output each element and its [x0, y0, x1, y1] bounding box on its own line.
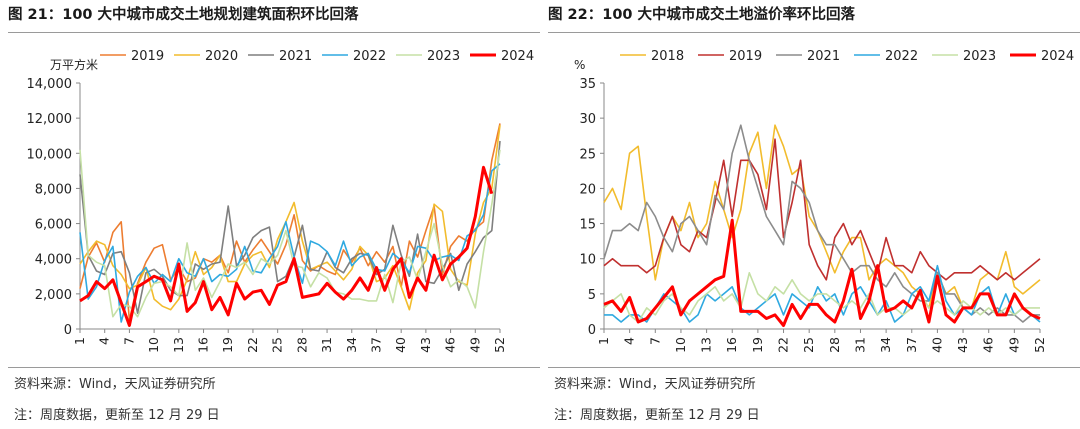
- legend-label-2019: 2019: [131, 49, 164, 64]
- x-tick-label: 40: [929, 337, 944, 353]
- x-tick-label: 1: [596, 337, 611, 345]
- figure-21-bottom-rule: [8, 367, 540, 368]
- figure-22-panel: 图 22：100 大中城市成交土地溢价率环比回落 % 0 5 10 15 20 25 30 35…: [548, 0, 1080, 429]
- figure-21-top-rule: [8, 32, 540, 33]
- x-tick-label: 22: [245, 337, 260, 353]
- figure-22-note: 注：周度数据，更新至 12 月 29 日: [554, 404, 760, 423]
- x-tick-label: 37: [904, 337, 919, 353]
- y-tick-label: 30: [579, 112, 596, 127]
- figure-22-bottom-rule: [548, 367, 1080, 368]
- x-tick-label: 34: [344, 337, 359, 353]
- y-tick-label: 10,000: [27, 147, 73, 162]
- legend-label-2021: 2021: [279, 49, 312, 64]
- x-tick-label: 49: [467, 337, 482, 353]
- figure-21-panel: 图 21：100 大中城市成交土地规划建筑面积环比回落 万平方米 0 2,000 4,…: [8, 0, 540, 429]
- x-tick-label: 28: [827, 337, 842, 353]
- y-tick-label: 0: [588, 323, 596, 338]
- x-tick-label: 46: [443, 337, 458, 353]
- x-tick-label: 13: [171, 337, 186, 353]
- y-tick-label: 2,000: [35, 288, 72, 303]
- y-axis-unit-label: %: [574, 58, 585, 72]
- legend-label-2022: 2022: [885, 49, 918, 64]
- x-tick-label: 52: [492, 337, 507, 353]
- x-tick-label: 4: [97, 337, 112, 345]
- x-tick-label: 13: [699, 337, 714, 353]
- x-tick-label: 22: [776, 337, 791, 353]
- y-tick-label: 5: [588, 288, 596, 303]
- y-tick-label: 15: [579, 218, 596, 233]
- x-tick-label: 46: [981, 337, 996, 353]
- figure-21-chart: 万平方米 0 2,000 4,000 6,000 8,000 10,000 12,000 14,…: [8, 35, 540, 363]
- legend-label-2018: 2018: [651, 49, 684, 64]
- legend-label-2024: 2024: [501, 49, 534, 64]
- figure-21-note: 注：周度数据，更新至 12 月 29 日: [14, 404, 220, 423]
- series-line-2022: [80, 164, 500, 322]
- y-tick-label: 8,000: [35, 182, 72, 197]
- x-tick-label: 40: [393, 337, 408, 353]
- x-tick-label: 31: [319, 337, 334, 353]
- y-tick-label: 35: [579, 77, 596, 92]
- x-tick-label: 25: [270, 337, 285, 353]
- x-tick-label: 25: [801, 337, 816, 353]
- legend-label-2020: 2020: [205, 49, 238, 64]
- figure-22-chart: % 0 5 10 15 20 25 30 35 1 4 7 10 13 16 19 22 25 28 31 34 37 40…: [548, 35, 1080, 363]
- legend-label-2021: 2021: [807, 49, 840, 64]
- figure-21-source: 资料来源：Wind，天风证券研究所: [14, 373, 216, 392]
- x-tick-label: 37: [368, 337, 383, 353]
- x-tick-label: 4: [622, 337, 637, 345]
- figure-22-title: 图 22：100 大中城市成交土地溢价率环比回落: [548, 0, 1080, 30]
- legend-label-2019: 2019: [729, 49, 762, 64]
- y-tick-label: 14,000: [27, 77, 73, 92]
- x-tick-label: 52: [1032, 337, 1047, 353]
- legend-label-2023: 2023: [427, 49, 460, 64]
- x-tick-label: 7: [121, 337, 136, 345]
- x-tick-label: 34: [878, 337, 893, 353]
- x-tick-label: 1: [72, 337, 87, 345]
- x-tick-label: 16: [724, 337, 739, 353]
- series-line-2018: [604, 125, 1040, 308]
- x-tick-label: 28: [294, 337, 309, 353]
- x-tick-label: 19: [750, 337, 765, 353]
- x-tick-label: 10: [673, 337, 688, 353]
- y-axis-unit-label: 万平方米: [50, 57, 98, 72]
- y-tick-label: 12,000: [27, 112, 73, 127]
- x-tick-label: 43: [955, 337, 970, 353]
- legend-label-2023: 2023: [963, 49, 996, 64]
- y-tick-label: 4,000: [35, 253, 72, 268]
- x-tick-label: 31: [852, 337, 867, 353]
- x-tick-label: 10: [146, 337, 161, 353]
- x-tick-label: 7: [647, 337, 662, 345]
- legend-label-2024: 2024: [1041, 49, 1074, 64]
- y-tick-label: 25: [579, 147, 596, 162]
- figure-21-title: 图 21：100 大中城市成交土地规划建筑面积环比回落: [8, 0, 540, 30]
- series-line-2019: [604, 139, 1040, 280]
- y-tick-label: 6,000: [35, 218, 72, 233]
- y-tick-label: 20: [579, 182, 596, 197]
- figure-22-source: 资料来源：Wind，天风证券研究所: [554, 373, 756, 392]
- x-tick-label: 16: [196, 337, 211, 353]
- x-tick-label: 43: [418, 337, 433, 353]
- figure-22-top-rule: [548, 32, 1080, 33]
- y-tick-label: 10: [579, 253, 596, 268]
- x-tick-label: 19: [220, 337, 235, 353]
- y-tick-label: 0: [64, 323, 72, 338]
- x-tick-label: 49: [1006, 337, 1021, 353]
- legend-label-2022: 2022: [353, 49, 386, 64]
